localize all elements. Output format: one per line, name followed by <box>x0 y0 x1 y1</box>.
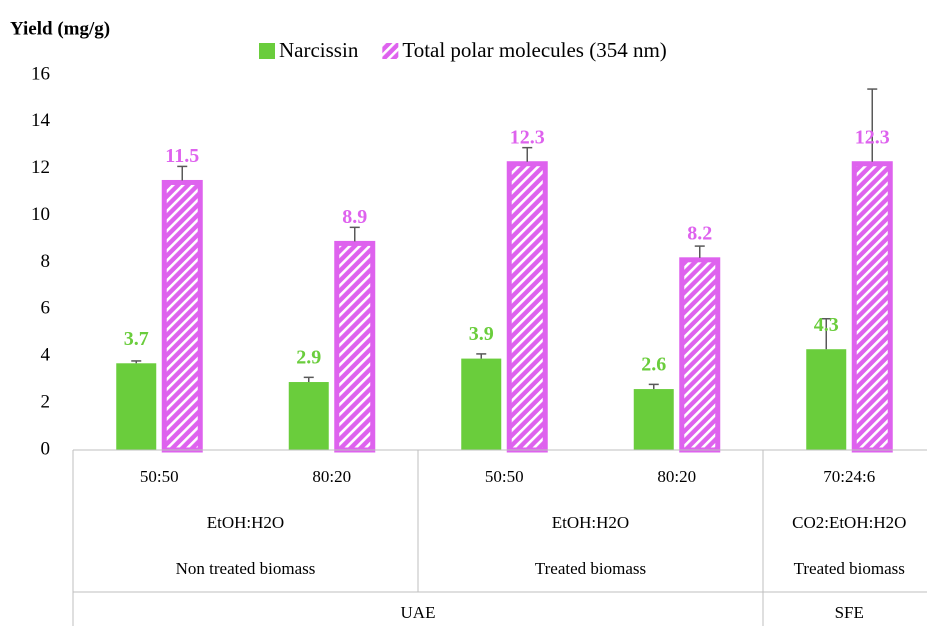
data-label: 11.5 <box>165 145 199 167</box>
y-tick-label: 6 <box>41 298 51 319</box>
legend-swatch <box>259 43 275 59</box>
data-label: 3.9 <box>469 323 494 345</box>
bar <box>806 349 847 450</box>
bar <box>334 240 376 453</box>
group-label: Treated biomass <box>535 559 646 578</box>
bar <box>633 389 674 450</box>
legend-swatch <box>382 43 399 59</box>
group-label: Treated biomass <box>794 559 905 578</box>
y-tick-label: 0 <box>41 438 51 459</box>
data-label: 4.3 <box>814 314 839 336</box>
bar <box>161 179 203 453</box>
x-tick-label: 70:24:6 <box>823 467 875 486</box>
y-axis-title: Yield (mg/g) <box>10 18 110 39</box>
y-tick-label: 4 <box>41 345 51 366</box>
y-tick-label: 12 <box>31 157 50 178</box>
y-tick-label: 14 <box>31 110 51 131</box>
bar <box>116 363 157 450</box>
bar <box>288 382 329 450</box>
y-tick-label: 8 <box>41 251 51 272</box>
data-label: 8.9 <box>342 206 367 228</box>
y-tick-label: 10 <box>31 204 50 225</box>
data-label: 8.2 <box>687 222 712 244</box>
bar <box>851 161 893 453</box>
x-tick-label: 80:20 <box>312 467 351 486</box>
bar <box>461 358 502 450</box>
legend-label: Narcissin <box>279 38 359 62</box>
data-label: 12.3 <box>855 126 890 148</box>
group-label: Non treated biomass <box>176 559 316 578</box>
group-label: CO2:EtOH:H2O <box>792 513 906 532</box>
group-label: UAE <box>401 603 436 622</box>
x-tick-label: 50:50 <box>140 467 179 486</box>
bar <box>679 257 721 453</box>
data-label: 12.3 <box>510 126 545 148</box>
data-label: 2.9 <box>296 347 321 369</box>
group-label: EtOH:H2O <box>207 513 284 532</box>
y-tick-label: 2 <box>41 391 51 412</box>
data-label: 3.7 <box>124 328 149 350</box>
data-label: 2.6 <box>641 354 666 376</box>
group-label: SFE <box>835 603 864 622</box>
group-label: EtOH:H2O <box>552 513 629 532</box>
legend-label: Total polar molecules (354 nm) <box>402 38 666 62</box>
bar <box>506 161 548 453</box>
y-tick-label: 16 <box>31 63 50 84</box>
x-tick-label: 80:20 <box>657 467 696 486</box>
x-tick-label: 50:50 <box>485 467 524 486</box>
